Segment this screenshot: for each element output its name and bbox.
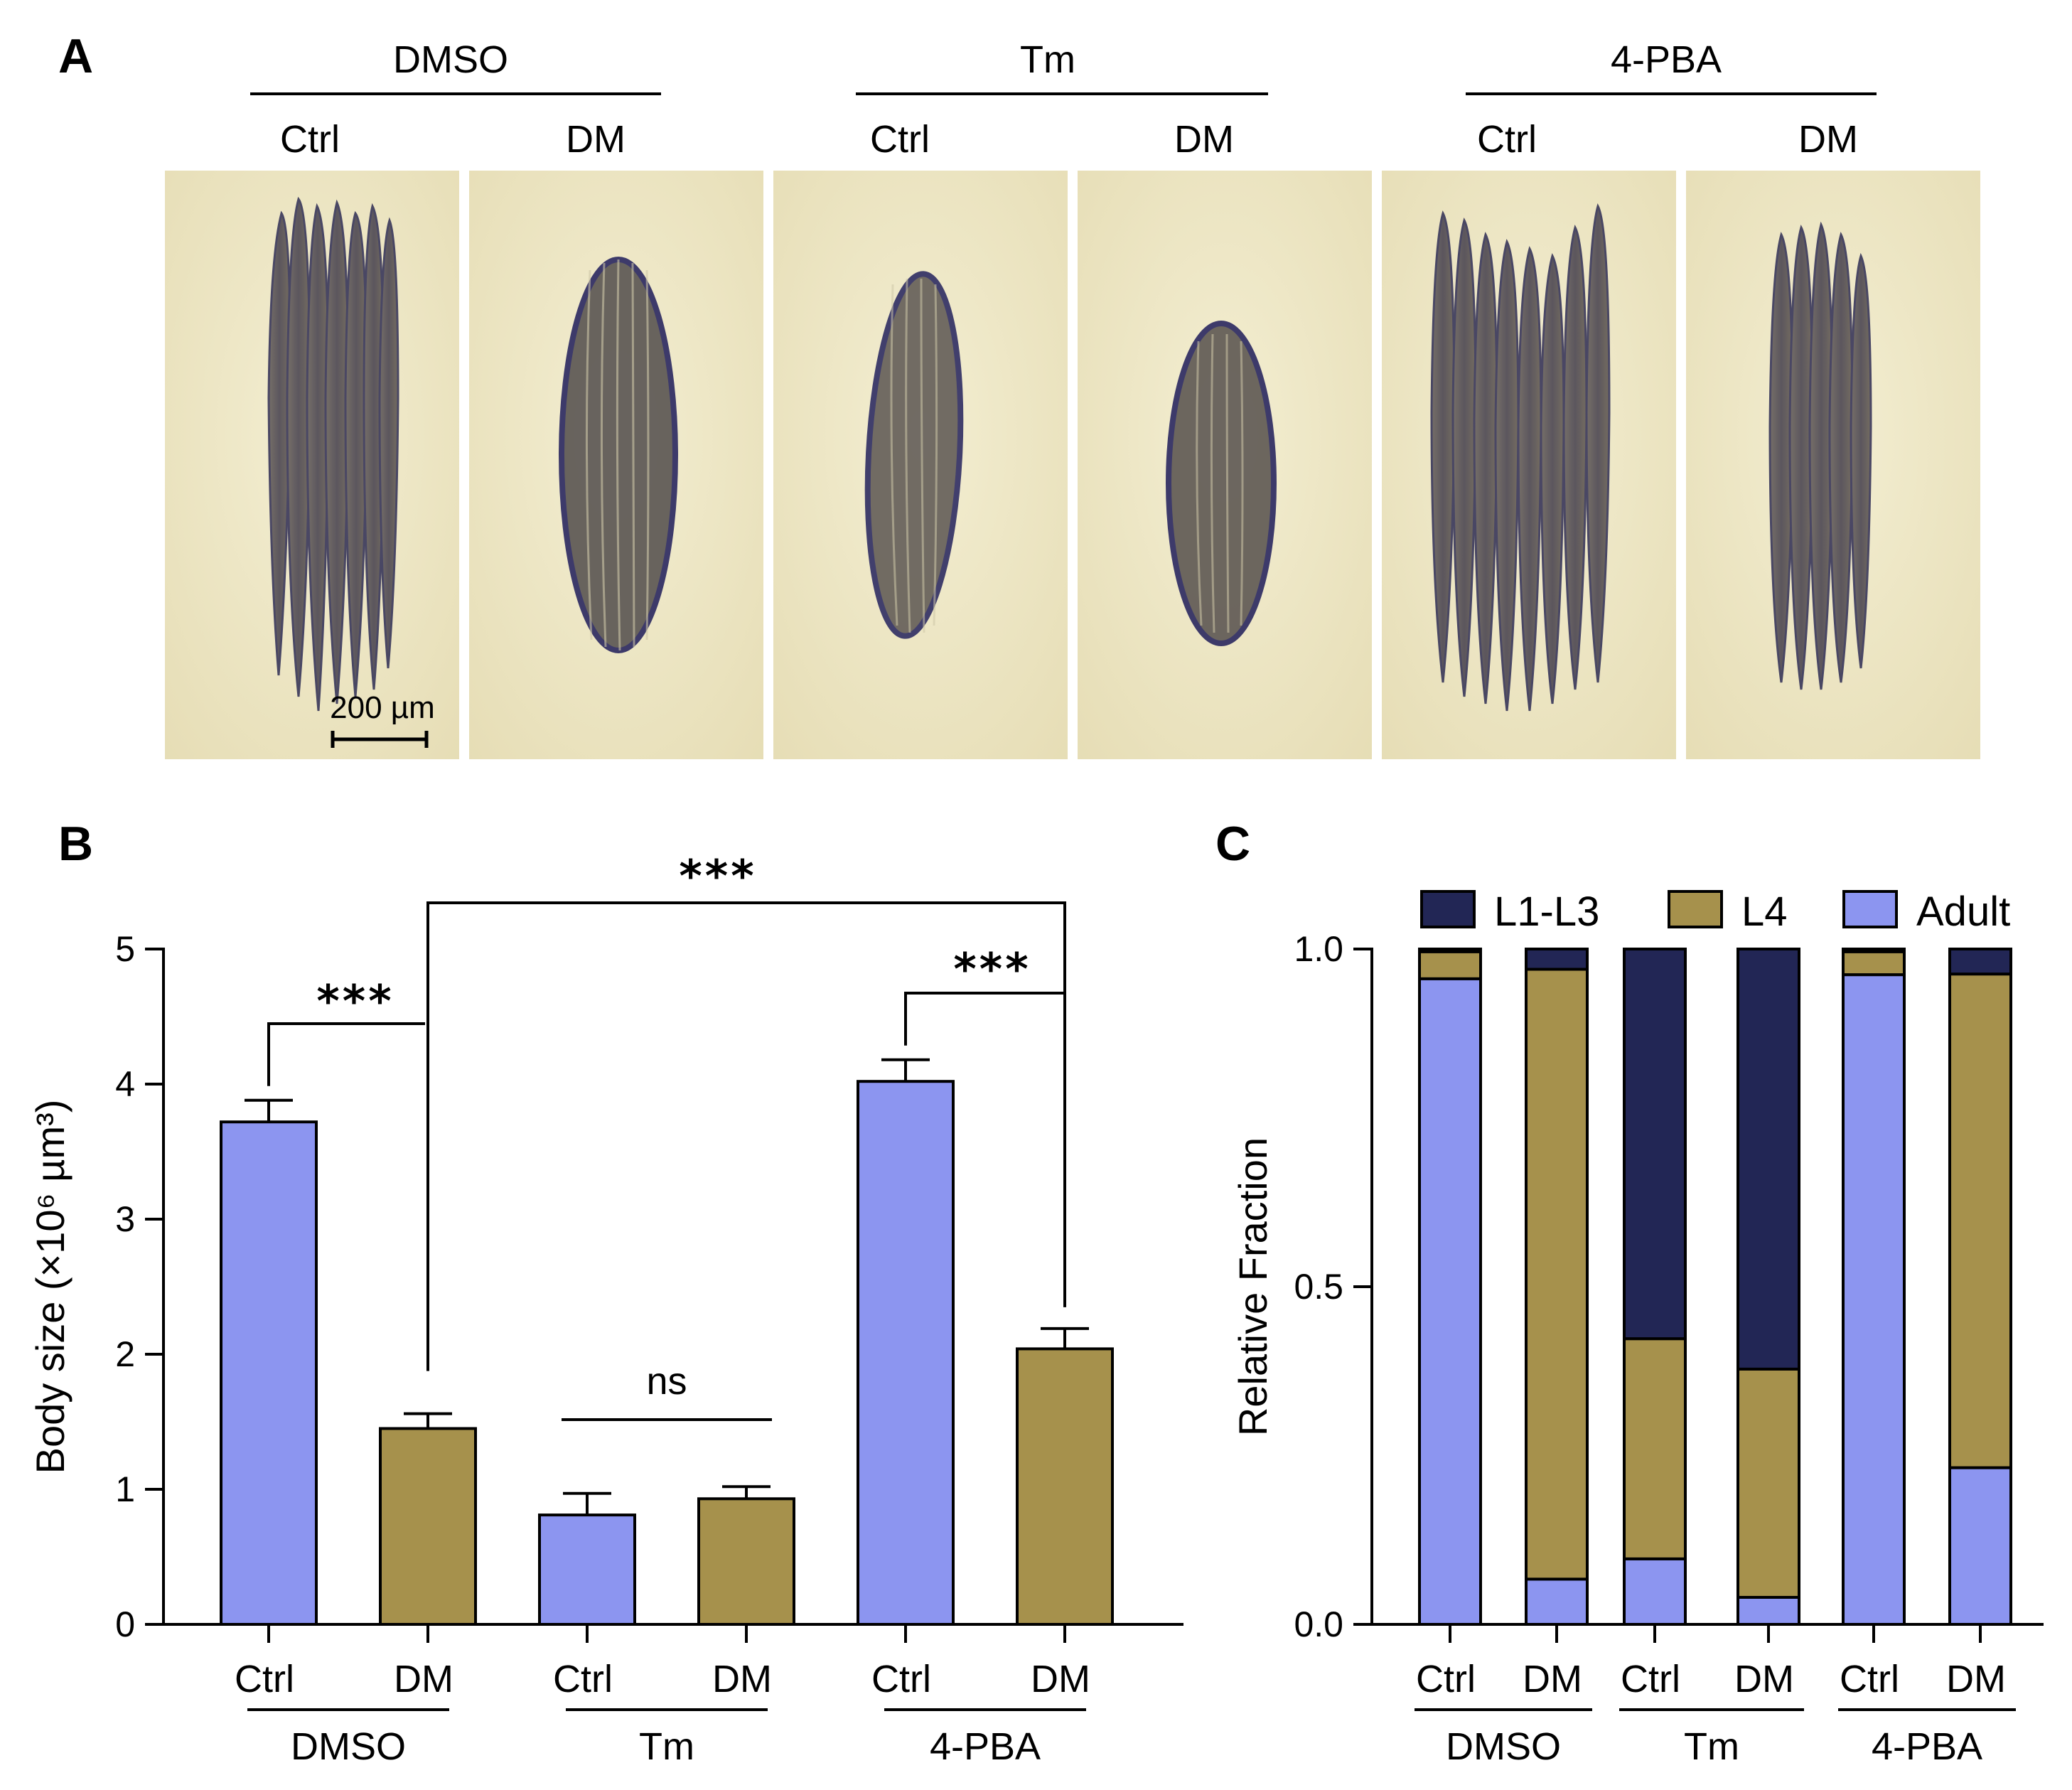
y-tick-label: 3	[115, 1199, 135, 1239]
stacked-bar-segment	[1418, 950, 1482, 980]
stacked-bar-segment	[1525, 948, 1589, 971]
stacked-bar-segment	[1623, 1557, 1687, 1626]
significance-label: ***	[679, 850, 756, 902]
panel-c-letter: C	[1215, 817, 1250, 871]
group-label: DMSO	[1446, 1725, 1561, 1768]
y-tick-label: 1.0	[1294, 929, 1343, 969]
y-tick-label: 0	[115, 1604, 135, 1644]
micrograph-dmso-ctrl: 200 µm	[165, 171, 459, 759]
legend-swatch	[1842, 890, 1898, 928]
significance-label: ns	[646, 1360, 687, 1403]
stacked-bar-segment	[1736, 1596, 1800, 1626]
panel-a-group-tm: Tm	[1020, 38, 1075, 81]
y-tick-label: 4	[115, 1064, 135, 1104]
x-tick-label: DM	[394, 1658, 453, 1700]
legend-swatch	[1668, 890, 1723, 928]
y-tick-label: 0.5	[1294, 1267, 1343, 1307]
stacked-bar-segment	[1948, 1466, 2012, 1626]
y-axis-title: Body size (×10⁶ µm³)	[28, 1100, 73, 1474]
x-tick-label: DM	[1031, 1658, 1090, 1700]
micrograph-dmso-dm	[469, 171, 763, 759]
significance-bracket	[267, 1022, 425, 1086]
micrograph-tm-ctrl	[773, 171, 1068, 759]
stacked-bar-segment	[1842, 950, 1906, 977]
bar	[1016, 1347, 1114, 1626]
panel-a-letter: A	[58, 29, 93, 83]
bar	[379, 1427, 477, 1626]
panel-a-cond-label: Ctrl	[870, 118, 930, 161]
scale-bar-label: 200 µm	[330, 690, 435, 725]
panel-a-cond-label: DM	[1174, 118, 1234, 161]
y-tick-label: 2	[115, 1334, 135, 1374]
stacked-bar-segment	[1842, 948, 1906, 953]
legend-swatch	[1420, 890, 1476, 928]
x-tick-label: Ctrl	[235, 1658, 294, 1700]
x-tick-label: Ctrl	[1621, 1658, 1680, 1700]
stacked-bar-segment	[1418, 977, 1482, 1626]
bar	[697, 1497, 795, 1626]
stacked-bar-segment	[1623, 1337, 1687, 1560]
x-tick-label: DM	[1734, 1658, 1794, 1700]
x-tick-label: Ctrl	[871, 1658, 931, 1700]
panel-a: A DMSO Tm 4-PBA Ctrl DM Ctrl DM Ctrl DM	[58, 29, 1980, 759]
panel-a-group-dmso: DMSO	[393, 38, 508, 81]
significance-label: ***	[316, 975, 394, 1027]
stacked-bar-segment	[1842, 973, 1906, 1626]
micrograph-4pba-dm	[1686, 171, 1980, 759]
panel-c: C 0.0 0.5 1.0 Relative Fraction Ctrl DM Ctrl DM…	[1215, 817, 2044, 1768]
y-tick-label: 5	[115, 929, 135, 969]
significance-bracket	[426, 901, 1066, 1371]
y-axis-title: Relative Fraction	[1230, 1137, 1275, 1436]
x-tick-label: Ctrl	[1416, 1658, 1476, 1700]
panel-a-cond-label: Ctrl	[280, 118, 340, 161]
stacked-bar-segment	[1418, 948, 1482, 953]
significance-bracket	[904, 992, 1065, 1046]
stacked-bar-segment	[1948, 948, 2012, 976]
group-label: Tm	[639, 1725, 694, 1768]
stacked-bar-segment	[1623, 948, 1687, 1341]
stacked-bar-segment	[1736, 1367, 1800, 1599]
significance-label: ***	[953, 943, 1031, 995]
x-tick-label: DM	[1946, 1658, 2006, 1700]
legend-label: L4	[1741, 889, 1788, 935]
stacked-bar-segment	[1525, 968, 1589, 1581]
group-label: Tm	[1684, 1725, 1739, 1768]
stacked-bar-segment	[1736, 948, 1800, 1371]
legend-label: L1-L3	[1494, 889, 1599, 935]
panel-a-cond-label: DM	[566, 118, 626, 161]
bar	[857, 1080, 955, 1626]
panel-a-cond-label: Ctrl	[1477, 118, 1537, 161]
panel-b: B 0 1 2 3 4 5 Body size (×10⁶ µm³) Ctrl DM Ctrl DM…	[28, 817, 1183, 1768]
group-label: 4-PBA	[1872, 1725, 1982, 1768]
bar	[538, 1513, 636, 1626]
x-tick-label: Ctrl	[1840, 1658, 1899, 1700]
legend-label: Adult	[1916, 889, 2010, 935]
x-tick-label: DM	[1523, 1658, 1582, 1700]
group-label: 4-PBA	[930, 1725, 1041, 1768]
micrograph-4pba-ctrl	[1382, 171, 1676, 759]
panel-a-cond-label: DM	[1798, 118, 1858, 161]
group-label: DMSO	[291, 1725, 406, 1768]
y-tick-label: 0.0	[1294, 1604, 1343, 1644]
x-tick-label: Ctrl	[553, 1658, 613, 1700]
y-tick-label: 1	[115, 1469, 135, 1509]
panel-a-group-4pba: 4-PBA	[1611, 38, 1722, 81]
stacked-bar-segment	[1948, 972, 2012, 1469]
bar	[220, 1120, 318, 1626]
stacked-bar-segment	[1525, 1577, 1589, 1626]
panel-b-letter: B	[58, 817, 93, 871]
micrograph-tm-dm	[1078, 171, 1372, 759]
x-tick-label: DM	[712, 1658, 772, 1700]
